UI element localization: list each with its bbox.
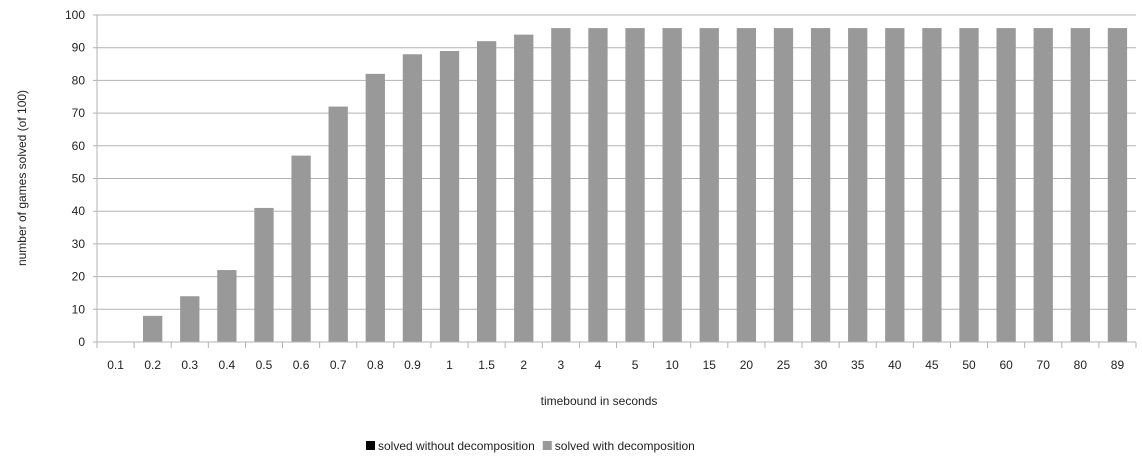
bars [143, 28, 1128, 343]
x-tick-label: 0.2 [144, 358, 161, 372]
y-tick-label: 10 [72, 302, 86, 316]
grid-lines [93, 14, 1136, 343]
x-tick-label: 35 [851, 358, 865, 372]
bar-with-decomposition-8 [402, 54, 423, 343]
bar-with-decomposition-2 [180, 296, 200, 342]
y-tick-label: 100 [65, 8, 85, 22]
y-tick-label: 90 [72, 41, 86, 55]
bar-with-decomposition-3 [217, 270, 237, 342]
x-tick-label: 0.6 [293, 358, 310, 372]
bar-with-decomposition-6 [328, 106, 348, 342]
x-tick-label: 70 [1037, 358, 1051, 372]
x-tick-label: 5 [632, 358, 639, 372]
x-tick-label: 4 [595, 358, 602, 372]
bar-with-decomposition-21 [885, 28, 905, 343]
bar-with-decomposition-13 [588, 28, 608, 343]
bar-with-decomposition-26 [1070, 28, 1090, 343]
bar-with-decomposition-12 [551, 28, 571, 343]
bar-with-decomposition-20 [848, 28, 868, 343]
x-tick-label: 0.1 [107, 358, 124, 372]
legend-swatch-0 [366, 441, 375, 450]
bar-with-decomposition-27 [1107, 28, 1128, 343]
y-tick-label: 70 [72, 106, 86, 120]
bar-with-decomposition-23 [959, 28, 979, 343]
legend: solved without decomposition solved with … [366, 439, 695, 453]
x-tick-label: 40 [888, 358, 902, 372]
x-axis-label: timebound in seconds [541, 394, 658, 408]
x-tick-label: 0.5 [256, 358, 273, 372]
legend-swatch-1 [542, 441, 552, 450]
x-tick-label: 0.3 [181, 358, 198, 372]
x-tick-label: 10 [665, 358, 679, 372]
x-tick-label: 30 [814, 358, 828, 372]
x-tick-label: 0.8 [367, 358, 384, 372]
bar-with-decomposition-16 [699, 28, 719, 343]
y-tick-label: 50 [72, 172, 86, 186]
x-tick-label: 89 [1111, 358, 1125, 372]
x-tick-label: 1.5 [478, 358, 495, 372]
x-tick-label: 60 [999, 358, 1013, 372]
legend-label-0: solved without decomposition [378, 439, 535, 453]
bar-with-decomposition-10 [476, 41, 497, 342]
bar-with-decomposition-1 [143, 315, 163, 342]
x-tick-label: 80 [1074, 358, 1088, 372]
bar-with-decomposition-25 [1033, 28, 1053, 343]
legend-label-1: solved with decomposition [555, 439, 695, 453]
x-tick-label: 15 [703, 358, 717, 372]
bar-with-decomposition-5 [291, 155, 311, 342]
x-tick-label: 2 [520, 358, 527, 372]
y-tick-label: 40 [72, 204, 86, 218]
y-tick-label: 0 [78, 335, 85, 349]
y-tick-label: 20 [72, 270, 86, 284]
bar-with-decomposition-17 [736, 28, 757, 343]
y-axis-label: number of games solved (of 100) [15, 90, 29, 266]
x-tick-label: 0.4 [219, 358, 236, 372]
x-tick-label: 3 [557, 358, 564, 372]
x-tick-label: 0.9 [404, 358, 421, 372]
bar-with-decomposition-11 [514, 34, 534, 343]
bar-with-decomposition-4 [254, 207, 274, 342]
x-tick-label: 25 [777, 358, 791, 372]
y-tick-label: 30 [72, 237, 86, 251]
y-tick-label: 80 [72, 73, 86, 87]
x-tick-label: 20 [740, 358, 754, 372]
y-tick-label: 60 [72, 139, 86, 153]
x-tick-label: 45 [925, 358, 939, 372]
axes: 0 10 20 30 40 50 60 70 80 90 100 0.1 0.2 0.3 0.4 0.5 0.6… [65, 8, 1137, 372]
bar-with-decomposition-9 [439, 50, 460, 342]
bar-with-decomposition-18 [773, 28, 794, 343]
bar-with-decomposition-7 [365, 73, 385, 343]
bar-with-decomposition-24 [996, 28, 1016, 343]
x-tick-label: 1 [446, 358, 453, 372]
x-tick-label: 50 [962, 358, 976, 372]
bar-with-decomposition-19 [810, 28, 831, 343]
bar-with-decomposition-22 [922, 28, 942, 343]
bar-with-decomposition-15 [662, 28, 682, 343]
x-tick-label: 0.7 [330, 358, 347, 372]
bar-with-decomposition-14 [625, 28, 645, 343]
